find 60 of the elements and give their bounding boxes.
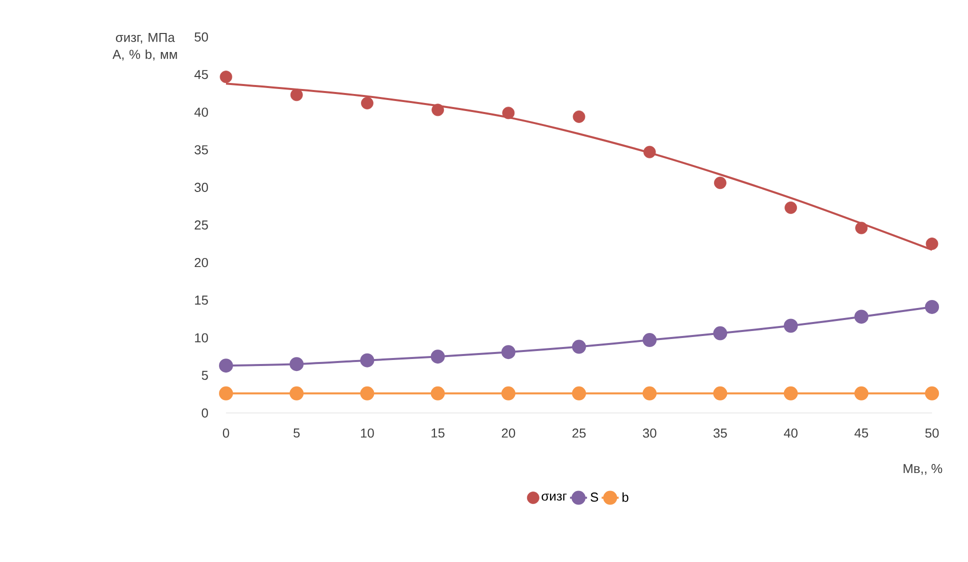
x-tick-label: 0 xyxy=(222,428,230,438)
point xyxy=(855,222,868,234)
point xyxy=(925,386,940,400)
point xyxy=(290,357,304,372)
legend-label: σизг xyxy=(542,494,567,501)
y-tick-label: 0 xyxy=(202,408,208,418)
x-tick-label: 50 xyxy=(925,428,939,438)
legend-label: S xyxy=(590,492,598,502)
point xyxy=(430,386,445,400)
point xyxy=(926,238,938,250)
point xyxy=(219,358,234,373)
y-tick-label: 50 xyxy=(194,32,208,42)
point xyxy=(714,176,726,190)
x-tick-label: 5 xyxy=(294,428,300,438)
x-tick-label: 15 xyxy=(432,428,444,438)
x-axis-title: Мв,, % xyxy=(904,464,942,475)
point xyxy=(643,146,656,158)
x-tick-label: 40 xyxy=(784,428,798,438)
point xyxy=(784,386,798,400)
point xyxy=(572,386,586,400)
legend-label: b xyxy=(622,492,628,502)
point xyxy=(502,106,515,120)
point xyxy=(360,353,374,368)
point xyxy=(290,386,304,400)
point xyxy=(925,300,940,314)
point xyxy=(572,340,586,354)
y-tick-label: 20 xyxy=(194,258,208,268)
point xyxy=(220,70,232,84)
x-tick-label: 20 xyxy=(502,428,516,438)
y-tick-label: 25 xyxy=(194,220,208,230)
point xyxy=(360,386,374,400)
point xyxy=(713,326,728,340)
x-tick-label: 35 xyxy=(714,428,727,438)
point xyxy=(784,318,798,333)
point xyxy=(642,386,657,400)
x-tick-label: 25 xyxy=(572,428,586,438)
point xyxy=(219,386,234,400)
point xyxy=(642,333,657,348)
point xyxy=(854,386,868,400)
point xyxy=(501,386,516,400)
y-tick-label: 40 xyxy=(194,108,208,117)
point xyxy=(784,201,798,214)
y-tick-label: 35 xyxy=(194,145,208,154)
point xyxy=(501,345,516,360)
point xyxy=(361,96,374,110)
point xyxy=(854,310,868,324)
y-axis-title: σизг, МПа A, % b, мм xyxy=(112,32,177,60)
point xyxy=(713,386,728,400)
point xyxy=(432,104,444,116)
y-tick-label: 30 xyxy=(194,182,208,192)
y-tick-label: 45 xyxy=(194,70,208,80)
x-tick-label: 30 xyxy=(642,428,656,438)
y-tick-label: 15 xyxy=(195,296,208,305)
y-tick-label: 5 xyxy=(202,370,208,380)
point xyxy=(572,110,586,123)
point xyxy=(290,88,303,102)
y-tick-label: 10 xyxy=(195,333,208,342)
point xyxy=(430,350,445,364)
x-tick-label: 10 xyxy=(360,428,374,438)
x-tick-label: 45 xyxy=(854,428,868,438)
